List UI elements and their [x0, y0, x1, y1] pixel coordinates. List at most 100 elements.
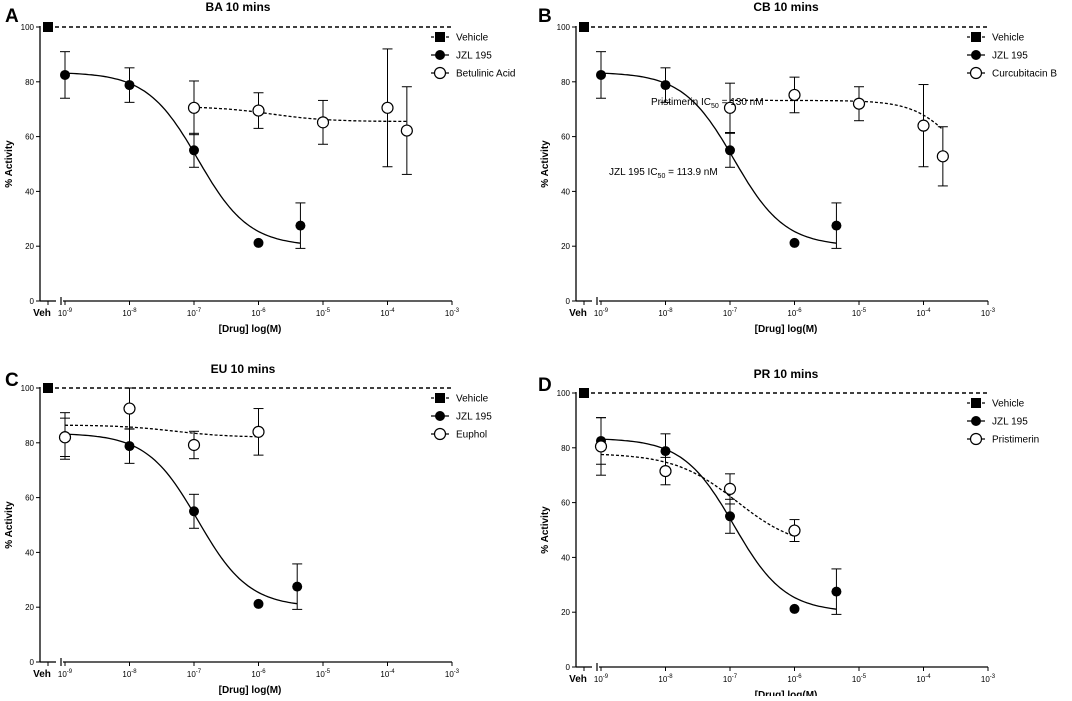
legend-item: JZL 195 — [967, 50, 1028, 62]
legend-item: Curcubitacin B — [967, 66, 1057, 80]
y-tick-label: 40 — [25, 548, 34, 557]
x-tick-label: 10-6 — [787, 674, 802, 684]
x-tick-label: 10-3 — [445, 669, 460, 679]
panel-letter: C — [5, 370, 19, 391]
legend-label: Betulinic Acid — [456, 69, 515, 80]
y-tick-label: 40 — [561, 187, 570, 196]
legend-marker — [969, 66, 983, 80]
x-tick-label: 10-3 — [981, 674, 996, 684]
data-point — [789, 603, 800, 614]
y-tick-label: 20 — [561, 242, 570, 251]
data-point — [123, 402, 136, 415]
x-tick-label: 10-5 — [852, 308, 867, 318]
data-point — [189, 145, 199, 156]
fit-curve-jzl195 — [600, 438, 837, 610]
legend-marker — [971, 50, 981, 60]
data-point — [316, 116, 330, 129]
vehicle-point — [43, 22, 53, 32]
y-tick-label: 100 — [557, 389, 571, 398]
legend-marker — [435, 393, 445, 403]
data-point — [381, 101, 394, 114]
legend-label: Vehicle — [992, 399, 1025, 410]
legend-label: Pristimerin — [992, 435, 1039, 446]
data-point — [831, 586, 842, 597]
data-point — [58, 431, 72, 444]
data-point — [253, 598, 264, 609]
y-tick-label: 20 — [561, 608, 570, 617]
legend-label: JZL 195 — [992, 417, 1028, 428]
x-tick-label: 10-4 — [916, 674, 931, 684]
legend-item: Vehicle — [431, 393, 489, 405]
y-tick-label: 80 — [25, 439, 34, 448]
data-point — [936, 150, 949, 163]
data-point — [917, 119, 930, 132]
x-tick-label: 10-4 — [380, 669, 395, 679]
x-axis-label: [Drug] log(M) — [219, 685, 282, 696]
x-tick-label: 10-4 — [916, 308, 931, 318]
data-point — [60, 69, 70, 80]
chart-title: CB 10 mins — [753, 0, 819, 14]
x-tick-veh-label: Veh — [33, 308, 51, 319]
legend-item: JZL 195 — [967, 416, 1028, 428]
x-tick-veh-label: Veh — [569, 674, 587, 685]
x-axis-label: [Drug] log(M) — [755, 690, 818, 696]
legend-marker — [971, 398, 981, 408]
legend-marker — [435, 32, 445, 42]
x-tick-label: 10-3 — [981, 308, 996, 318]
x-tick-label: 10-9 — [594, 308, 609, 318]
data-point — [252, 104, 265, 117]
panel-letter: B — [538, 6, 552, 27]
y-tick-label: 40 — [25, 187, 34, 196]
y-tick-label: 0 — [566, 663, 571, 672]
fit-curve-jzl195 — [64, 72, 301, 244]
chart-title: EU 10 mins — [211, 362, 276, 376]
data-point — [295, 220, 306, 231]
x-tick-label: 10-7 — [723, 674, 738, 684]
legend-label: Vehicle — [992, 33, 1025, 44]
legend-item: Euphol — [431, 427, 487, 441]
data-point — [596, 69, 606, 80]
data-point — [594, 440, 608, 453]
x-tick-label: 10-5 — [316, 669, 331, 679]
data-point — [660, 446, 671, 457]
y-tick-label: 80 — [561, 444, 570, 453]
data-point — [187, 101, 201, 114]
vehicle-point — [579, 388, 589, 398]
x-tick-veh-label: Veh — [33, 669, 51, 680]
legend-marker — [971, 32, 981, 42]
legend-marker — [433, 427, 447, 441]
x-tick-label: 10-8 — [122, 669, 137, 679]
data-point — [659, 464, 672, 478]
panel-b: B CB 10 mins 0 20 40 60 80 100 % Activity Veh 10-9… — [538, 0, 1057, 335]
y-tick-label: 100 — [557, 23, 571, 32]
legend-label: JZL 195 — [456, 51, 492, 62]
legend-label: JZL 195 — [456, 412, 492, 423]
panel-letter: A — [5, 6, 19, 27]
y-axis-label: % Activity — [540, 506, 551, 554]
ic50-annotation: Pristimerin IC50 = 130 nM — [651, 97, 764, 110]
panel-d: D PR 10 mins 0 20 40 60 80 100 % Activity Veh 10-9… — [538, 97, 1039, 701]
x-tick-label: 10-3 — [445, 308, 460, 318]
data-point — [723, 101, 737, 114]
data-point — [124, 80, 135, 91]
x-tick-label: 10-5 — [852, 674, 867, 684]
legend-marker — [969, 432, 983, 446]
legend-marker — [971, 416, 981, 426]
data-point — [789, 237, 800, 248]
legend-label: Vehicle — [456, 394, 489, 405]
fit-curve-jzl195 — [64, 433, 298, 605]
panel-letter: D — [538, 375, 552, 396]
y-tick-label: 40 — [561, 553, 570, 562]
y-tick-label: 0 — [30, 658, 35, 667]
y-tick-label: 20 — [25, 603, 34, 612]
data-point — [400, 124, 413, 137]
chart-title: BA 10 mins — [206, 0, 271, 14]
legend-item: Vehicle — [967, 32, 1025, 44]
y-tick-label: 100 — [21, 23, 35, 32]
panel-a: A BA 10 mins 0 20 40 60 80 100 % Activity Veh 10-9… — [4, 0, 515, 335]
data-point — [725, 145, 735, 156]
data-point — [292, 581, 303, 592]
data-point — [723, 482, 737, 495]
